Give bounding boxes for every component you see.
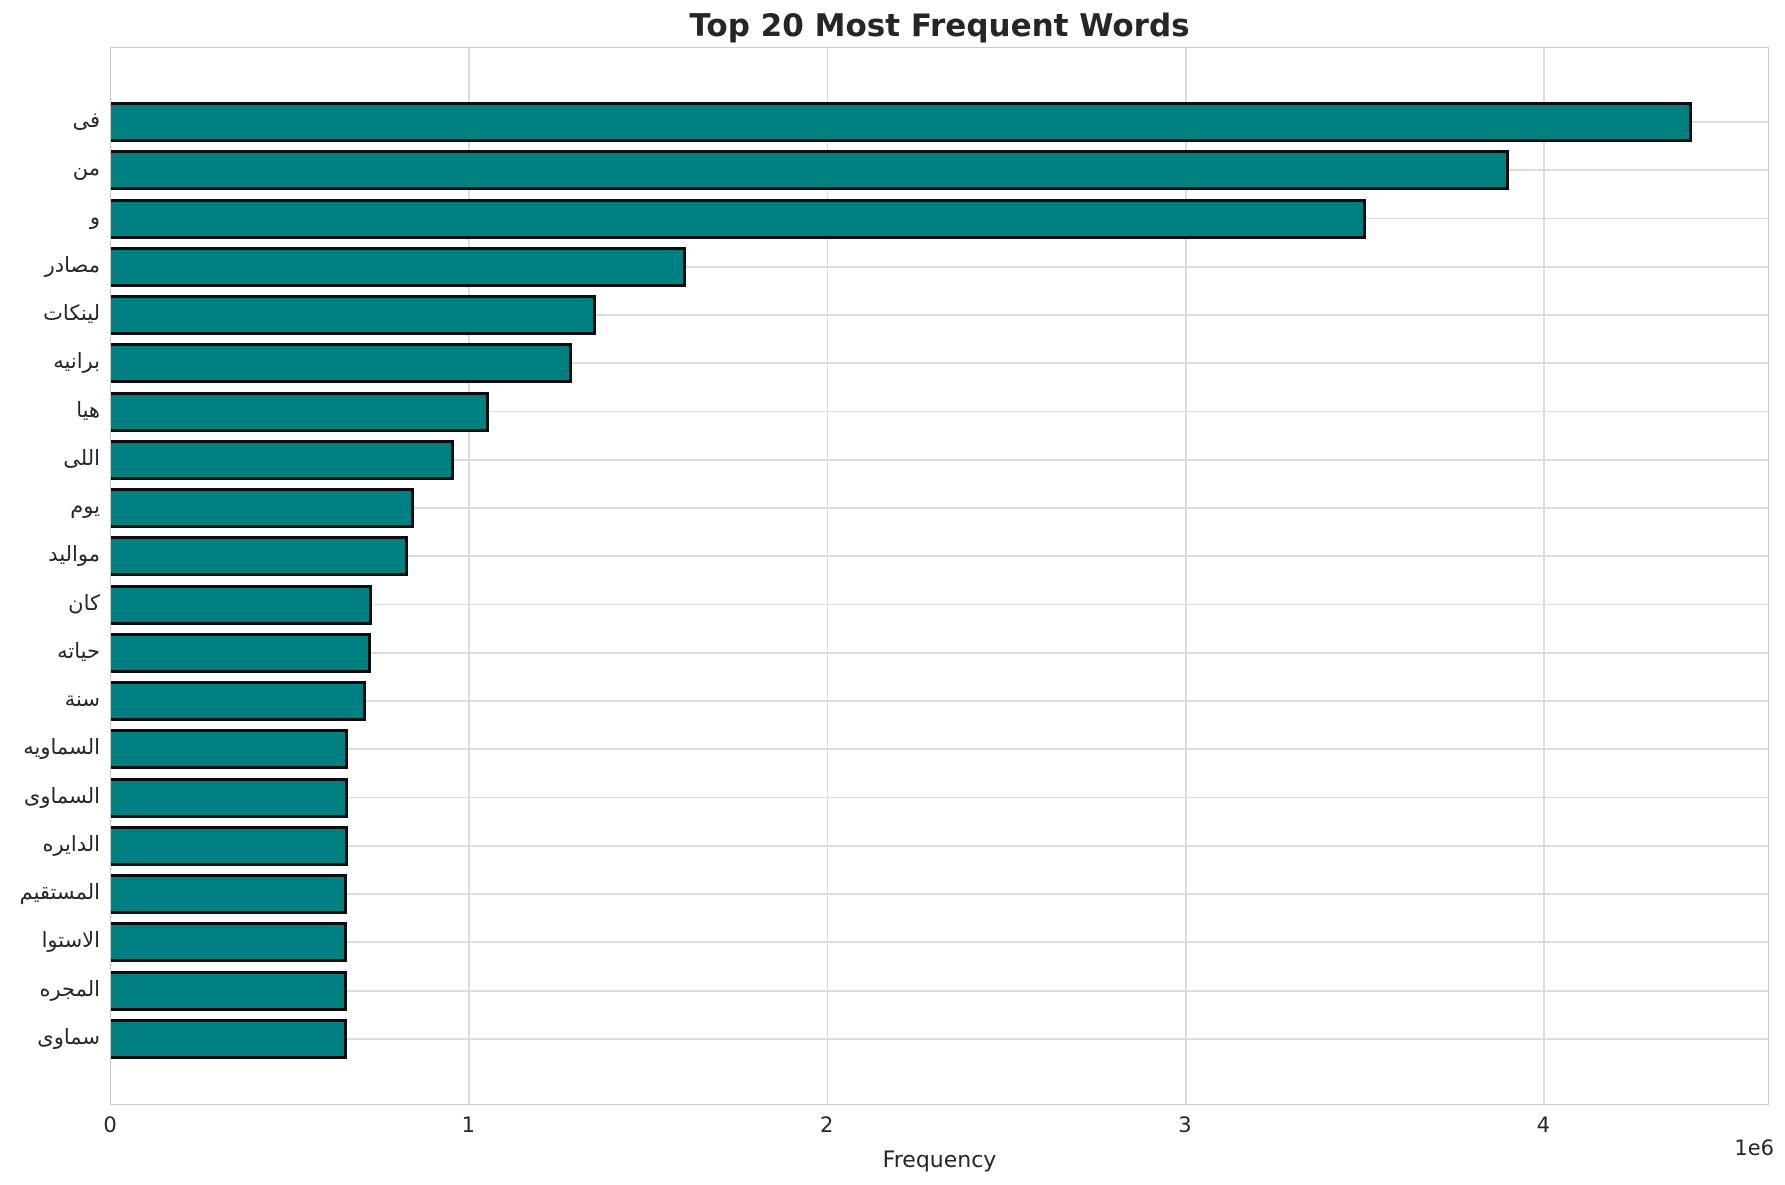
bar-فى [111,102,1692,142]
y-tick-label: و [89,204,100,229]
gridline-vertical [826,48,829,1104]
gridline-horizontal [111,893,1768,895]
gridline-horizontal [111,989,1768,992]
bar-المجره [111,970,347,1011]
y-tick-label: مواليد [48,542,100,567]
bar-كان [111,584,373,625]
y-tick-label: الدايره [42,831,100,856]
gridline-vertical [1543,48,1546,1104]
bar-سماوى [111,1019,347,1059]
bar-الاستوا [111,922,348,963]
bar-سنة [111,681,367,722]
axis-offset-text: 1e6 [1734,1136,1774,1160]
y-tick-label: سماوى [37,1025,100,1049]
x-tick-label: 1 [461,1113,475,1137]
y-tick-label: السماوى [23,783,100,808]
x-tick-label: 3 [1178,1113,1192,1137]
bar-و [111,198,1366,239]
gridline-vertical [1184,48,1187,1104]
gridline-horizontal [111,603,1768,606]
y-tick-label: الاستوا [41,928,100,953]
bar-الدايره [111,825,348,866]
gridline-horizontal [111,844,1768,847]
y-tick-label: فى [72,108,100,132]
gridline-horizontal [111,748,1768,751]
gridline-horizontal [111,700,1768,702]
y-tick-label: من [72,156,100,181]
x-tick-label: 4 [1536,1113,1550,1137]
gridline-horizontal [111,507,1768,509]
gridline-horizontal [111,1038,1768,1040]
gridline-horizontal [111,265,1768,268]
y-tick-label: المجره [39,976,100,1001]
bar-السماويه [111,729,349,770]
bar-هيا [111,391,489,432]
gridline-horizontal [111,314,1768,316]
y-tick-label: سنة [64,687,100,712]
gridline-horizontal [111,651,1768,654]
y-tick-label: كان [68,590,100,615]
y-tick-label: لينكات [43,301,100,326]
gridline-vertical [468,48,471,1104]
y-tick-label: هيا [76,397,100,422]
bar-المستقيم [111,874,348,915]
x-tick-label: 2 [819,1113,834,1137]
gridline-horizontal [111,410,1768,413]
gridline-horizontal [111,458,1768,461]
plot-area [110,47,1769,1105]
bar-حياته [111,632,371,673]
bar-يوم [111,488,415,529]
x-axis-label: Frequency [882,1148,997,1173]
x-tick-label: 0 [103,1113,117,1137]
y-tick-label: اللى [63,445,100,470]
y-tick-label: السماويه [23,735,100,760]
gridline-horizontal [111,555,1768,558]
gridline-horizontal [111,362,1768,365]
y-tick-label: يوم [70,494,100,519]
gridline-horizontal [111,796,1768,799]
bar-من [111,150,1509,191]
bar-السماوى [111,777,349,818]
y-tick-label: مصادر [44,252,100,277]
y-tick-label: حياته [57,638,100,663]
bar-برانيه [111,343,573,384]
bar-مواليد [111,536,409,577]
bar-اللى [111,439,455,480]
gridline-horizontal [111,941,1768,944]
bar-مصادر [111,246,686,287]
y-tick-label: برانيه [53,349,100,374]
bar-لينكات [111,295,597,336]
chart-title: Top 20 Most Frequent Words [689,8,1190,44]
y-tick-label: المستقيم [19,880,100,905]
